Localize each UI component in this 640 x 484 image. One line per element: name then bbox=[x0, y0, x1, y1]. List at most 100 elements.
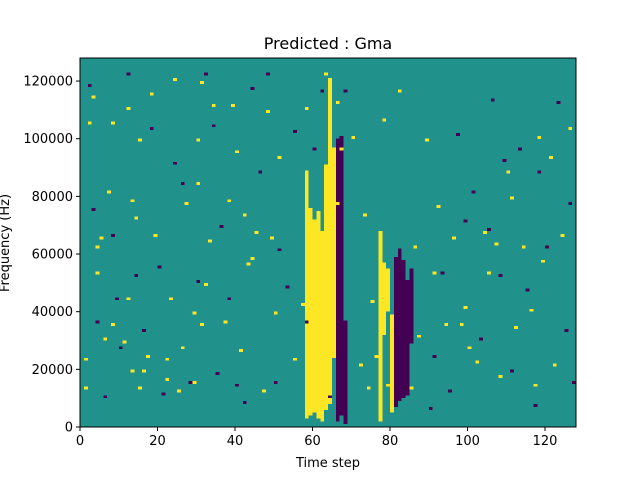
heatmap-cell-high bbox=[304, 383, 309, 387]
heatmap-cell-low bbox=[401, 262, 406, 266]
heatmap-cell-low bbox=[405, 352, 410, 355]
heatmap-cell-low bbox=[397, 372, 402, 376]
heatmap-cell-high bbox=[331, 346, 336, 350]
heatmap-cell-high bbox=[254, 230, 259, 234]
heatmap-cell-low bbox=[409, 331, 414, 335]
heatmap-cell-high bbox=[308, 274, 313, 278]
heatmap-cell-high bbox=[320, 369, 325, 373]
heatmap-cell-high bbox=[308, 251, 313, 255]
heatmap-cell-high bbox=[324, 375, 329, 379]
heatmap-cell-high bbox=[328, 291, 332, 295]
heatmap-cell-high bbox=[316, 305, 321, 309]
heatmap-cell-low bbox=[339, 340, 344, 344]
heatmap-cell-high bbox=[308, 294, 313, 298]
heatmap-cell-high bbox=[382, 323, 387, 327]
heatmap-cell-high bbox=[300, 303, 305, 306]
heatmap-cell-high bbox=[386, 294, 391, 298]
heatmap-cell-low bbox=[401, 259, 406, 263]
heatmap-cell-low bbox=[335, 326, 340, 330]
heatmap-cell-high bbox=[328, 265, 332, 269]
heatmap-cell-high bbox=[304, 354, 309, 358]
heatmap-cell-high bbox=[331, 213, 336, 217]
heatmap-cell-low bbox=[235, 383, 239, 387]
heatmap-cell-high bbox=[316, 277, 321, 281]
heatmap-cell-high bbox=[312, 377, 317, 381]
heatmap-cell-low bbox=[103, 395, 108, 399]
heatmap-cell-high bbox=[312, 248, 317, 252]
heatmap-cell-high bbox=[378, 274, 383, 278]
heatmap-cell-high bbox=[328, 130, 332, 134]
heatmap-cell-high bbox=[386, 300, 391, 304]
heatmap-cell-high bbox=[331, 147, 336, 151]
heatmap-cell-high bbox=[304, 245, 309, 249]
heatmap-cell-high bbox=[378, 294, 383, 298]
heatmap-cell-low bbox=[393, 334, 398, 338]
heatmap-cell-low bbox=[339, 401, 344, 404]
heatmap-cell-high bbox=[308, 207, 313, 211]
heatmap-cell-high bbox=[134, 216, 139, 220]
heatmap-cell-low bbox=[339, 190, 344, 194]
heatmap-cell-high bbox=[316, 259, 321, 263]
heatmap-cell-high bbox=[328, 207, 332, 211]
heatmap-cell-high bbox=[328, 164, 332, 168]
heatmap-cell-high bbox=[316, 415, 321, 419]
heatmap-cell-low bbox=[339, 242, 344, 246]
heatmap-cell-low bbox=[401, 314, 406, 318]
heatmap-cell-high bbox=[316, 288, 321, 292]
heatmap-cell-high bbox=[386, 303, 391, 306]
heatmap-cell-high bbox=[378, 233, 383, 237]
heatmap-cell-low bbox=[339, 254, 344, 257]
heatmap-cell-high bbox=[312, 403, 317, 407]
heatmap-cell-low bbox=[339, 219, 344, 223]
heatmap-cell-high bbox=[304, 205, 309, 208]
heatmap-cell-low bbox=[335, 184, 340, 188]
heatmap-cell-high bbox=[378, 403, 383, 407]
heatmap-cell-high bbox=[316, 228, 321, 232]
heatmap-cell-low bbox=[343, 360, 348, 364]
heatmap-cell-high bbox=[320, 311, 325, 315]
heatmap-cell-high bbox=[382, 305, 387, 309]
heatmap-cell-high bbox=[316, 248, 321, 252]
heatmap-cell-high bbox=[328, 314, 332, 318]
heatmap-cell-low bbox=[401, 331, 406, 335]
heatmap-cell-high bbox=[331, 156, 336, 159]
heatmap-cell-low bbox=[393, 401, 398, 404]
heatmap-cell-low bbox=[335, 233, 340, 237]
heatmap-cell-high bbox=[324, 170, 329, 174]
heatmap-cell-low bbox=[393, 369, 398, 373]
heatmap-cell-high bbox=[378, 346, 383, 350]
heatmap-cell-low bbox=[393, 326, 398, 330]
heatmap-cell-high bbox=[331, 337, 336, 341]
heatmap-cell-low bbox=[401, 268, 406, 272]
heatmap-cell-high bbox=[312, 386, 317, 390]
heatmap-cell-low bbox=[335, 288, 340, 292]
heatmap-cell-high bbox=[328, 144, 332, 148]
heatmap-cell-high bbox=[324, 395, 329, 399]
heatmap-cell-low bbox=[393, 395, 398, 399]
heatmap-cell-high bbox=[324, 167, 329, 171]
heatmap-cell-high bbox=[498, 375, 503, 379]
heatmap-cell-low bbox=[242, 401, 247, 404]
heatmap-cell-low bbox=[405, 375, 410, 379]
heatmap-cell-high bbox=[320, 337, 325, 341]
heatmap-cell-low bbox=[405, 343, 410, 347]
heatmap-cell-high bbox=[130, 199, 135, 203]
heatmap-cell-high bbox=[304, 406, 309, 410]
heatmap-cell-low bbox=[405, 369, 410, 373]
heatmap-cell-high bbox=[308, 372, 313, 376]
heatmap-cell-low bbox=[401, 372, 406, 376]
heatmap-cell-high bbox=[378, 314, 383, 318]
heatmap-cell-high bbox=[308, 308, 313, 312]
x-axis: 0 20 40 60 80 100 120 bbox=[76, 427, 557, 449]
heatmap-cell-low bbox=[397, 366, 402, 370]
heatmap-cell-low bbox=[339, 271, 344, 275]
heatmap-cell-high bbox=[196, 138, 201, 142]
heatmap-cell-high bbox=[331, 153, 336, 157]
heatmap-cell-high bbox=[316, 360, 321, 364]
heatmap-cell-low bbox=[339, 372, 344, 376]
heatmap-cell-low bbox=[401, 392, 406, 396]
heatmap-cell-low bbox=[401, 265, 406, 269]
heatmap-cell-high bbox=[304, 251, 309, 255]
heatmap-cell-high bbox=[382, 118, 387, 122]
heatmap-cell-high bbox=[316, 230, 321, 234]
